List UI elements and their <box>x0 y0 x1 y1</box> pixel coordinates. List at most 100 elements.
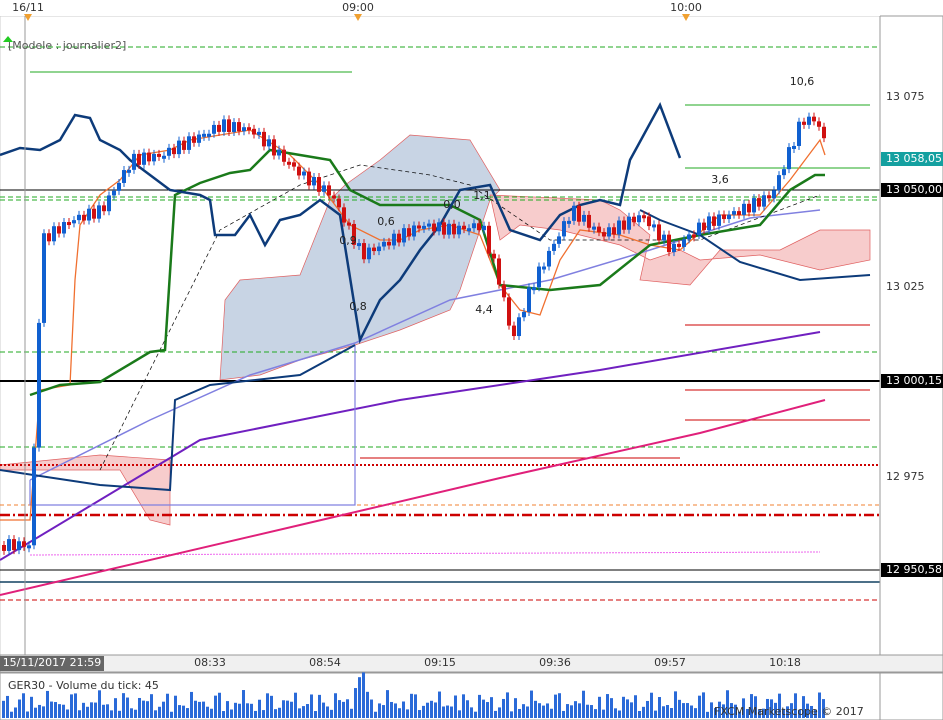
candle <box>142 152 146 165</box>
indicator-icon <box>3 36 13 42</box>
volume-bar <box>614 708 617 718</box>
candle <box>672 243 676 253</box>
candle <box>777 175 781 191</box>
candle <box>342 207 346 223</box>
volume-bar <box>310 694 313 718</box>
candle <box>192 136 196 143</box>
volume-bar <box>374 711 377 718</box>
volume-bar <box>790 703 793 718</box>
volume-bar <box>22 693 25 718</box>
signal-label: 0,8 <box>349 300 367 313</box>
volume-bar <box>726 690 729 718</box>
volume-bar <box>602 709 605 718</box>
candle <box>782 169 786 176</box>
candle <box>357 243 361 247</box>
volume-bar <box>242 690 245 718</box>
candle <box>22 541 26 547</box>
candle <box>32 447 36 546</box>
cursor-time-box <box>0 656 104 671</box>
candle <box>772 190 776 199</box>
volume-bar <box>478 694 481 718</box>
price-label: 13 058,05 <box>886 152 942 165</box>
top-time-bar <box>0 0 880 16</box>
candle <box>202 133 206 137</box>
volume-bar <box>566 704 569 718</box>
volume-bar <box>38 704 41 718</box>
volume-bar <box>98 690 101 718</box>
volume-bar <box>674 691 677 718</box>
volume-bar <box>58 704 61 718</box>
plot-area <box>0 15 881 656</box>
candle <box>112 190 116 196</box>
volume-bar <box>606 694 609 718</box>
volume-axis <box>879 672 943 720</box>
volume-bar <box>46 690 49 718</box>
volume-bar <box>798 709 801 718</box>
volume-bar <box>302 706 305 718</box>
volume-bar <box>502 698 505 718</box>
volume-bar <box>290 701 293 718</box>
candle <box>437 222 441 232</box>
candle <box>737 211 741 215</box>
volume-bar <box>514 698 517 718</box>
volume-bar <box>802 696 805 718</box>
volume-bar <box>750 694 753 718</box>
candle <box>322 185 326 192</box>
candle <box>587 214 591 228</box>
volume-bar <box>210 708 213 718</box>
candle <box>212 124 216 134</box>
price-label: 12 950,58 <box>886 563 942 576</box>
candle <box>652 224 656 228</box>
candle <box>182 140 186 150</box>
volume-bar <box>630 702 633 718</box>
candle <box>577 205 581 222</box>
volume-bar <box>522 704 525 718</box>
volume-bar <box>690 705 693 718</box>
candle <box>807 116 811 125</box>
volume-bar <box>586 704 589 718</box>
volume-bar <box>26 711 29 718</box>
candle <box>332 195 336 199</box>
volume-bar <box>94 702 97 718</box>
volume-bar <box>334 693 337 718</box>
candle <box>622 220 626 230</box>
volume-bar <box>214 695 217 718</box>
candle <box>707 216 711 231</box>
signal-label: 0,0 <box>443 198 461 211</box>
volume-bar <box>706 711 709 718</box>
candle <box>307 171 311 186</box>
volume-bar <box>134 709 137 718</box>
candle <box>362 243 366 260</box>
volume-bar <box>382 705 385 718</box>
candle <box>762 195 766 207</box>
volume-bar <box>130 708 133 718</box>
candle <box>172 147 176 155</box>
volume-bar <box>378 703 381 718</box>
candle <box>237 122 241 132</box>
volume-bar <box>406 709 409 718</box>
candle <box>537 266 541 288</box>
candle <box>257 131 261 135</box>
candle <box>617 220 621 235</box>
candle <box>812 116 816 122</box>
candle <box>72 220 76 224</box>
candle <box>107 195 111 212</box>
cloud <box>219 134 501 381</box>
volume-bar <box>638 710 641 718</box>
candle <box>122 170 126 183</box>
volume-bar <box>482 699 485 718</box>
volume-bar <box>682 703 685 718</box>
signal-label: 1,1 <box>473 189 491 202</box>
volume-bar <box>126 697 129 718</box>
candle <box>452 223 456 235</box>
candle <box>677 243 681 247</box>
volume-bar <box>394 703 397 718</box>
time-label: 08:33 <box>194 656 226 669</box>
volume-bar <box>754 696 757 718</box>
volume-bar <box>294 692 297 718</box>
volume-bar <box>654 710 657 718</box>
volume-bar <box>658 697 661 718</box>
price-box <box>881 374 943 388</box>
candle <box>472 223 476 229</box>
candle <box>167 147 171 156</box>
